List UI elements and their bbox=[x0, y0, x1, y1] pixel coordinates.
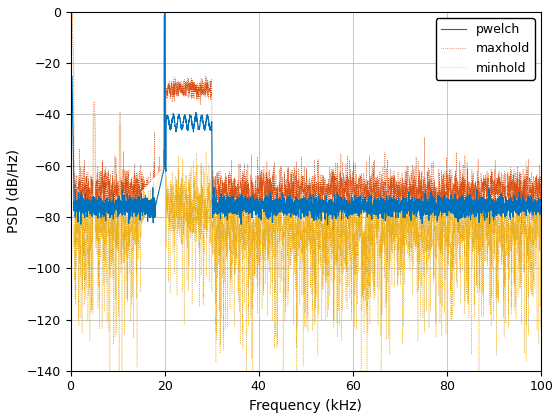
maxhold bbox=[500, 195, 507, 200]
maxhold bbox=[524, 194, 530, 199]
Legend: pwelch, maxhold, minhold: pwelch, maxhold, minhold bbox=[436, 18, 535, 80]
minhold bbox=[106, 368, 113, 373]
Line: minhold: minhold bbox=[71, 12, 541, 371]
X-axis label: Frequency (kHz): Frequency (kHz) bbox=[249, 399, 362, 413]
minhold bbox=[524, 226, 530, 231]
maxhold bbox=[269, 187, 276, 192]
pwelch bbox=[161, 9, 168, 14]
pwelch bbox=[269, 209, 276, 214]
pwelch bbox=[500, 197, 507, 202]
maxhold bbox=[265, 198, 272, 203]
minhold bbox=[269, 242, 276, 247]
Line: pwelch: pwelch bbox=[71, 12, 541, 225]
maxhold bbox=[409, 200, 416, 205]
minhold bbox=[500, 315, 507, 320]
minhold bbox=[538, 232, 544, 237]
pwelch bbox=[324, 222, 331, 227]
minhold bbox=[409, 236, 416, 241]
maxhold bbox=[67, 55, 74, 60]
pwelch bbox=[67, 155, 74, 160]
maxhold bbox=[291, 184, 297, 189]
pwelch bbox=[265, 197, 272, 202]
pwelch bbox=[524, 207, 530, 212]
Line: maxhold: maxhold bbox=[71, 12, 541, 230]
pwelch bbox=[291, 207, 297, 212]
pwelch bbox=[538, 204, 544, 209]
minhold bbox=[67, 55, 74, 60]
Y-axis label: PSD (dB/Hz): PSD (dB/Hz) bbox=[7, 150, 21, 234]
maxhold bbox=[69, 9, 76, 14]
pwelch bbox=[409, 206, 416, 211]
maxhold bbox=[330, 228, 337, 233]
maxhold bbox=[538, 167, 544, 172]
minhold bbox=[291, 272, 298, 277]
minhold bbox=[69, 9, 76, 14]
minhold bbox=[265, 218, 272, 223]
